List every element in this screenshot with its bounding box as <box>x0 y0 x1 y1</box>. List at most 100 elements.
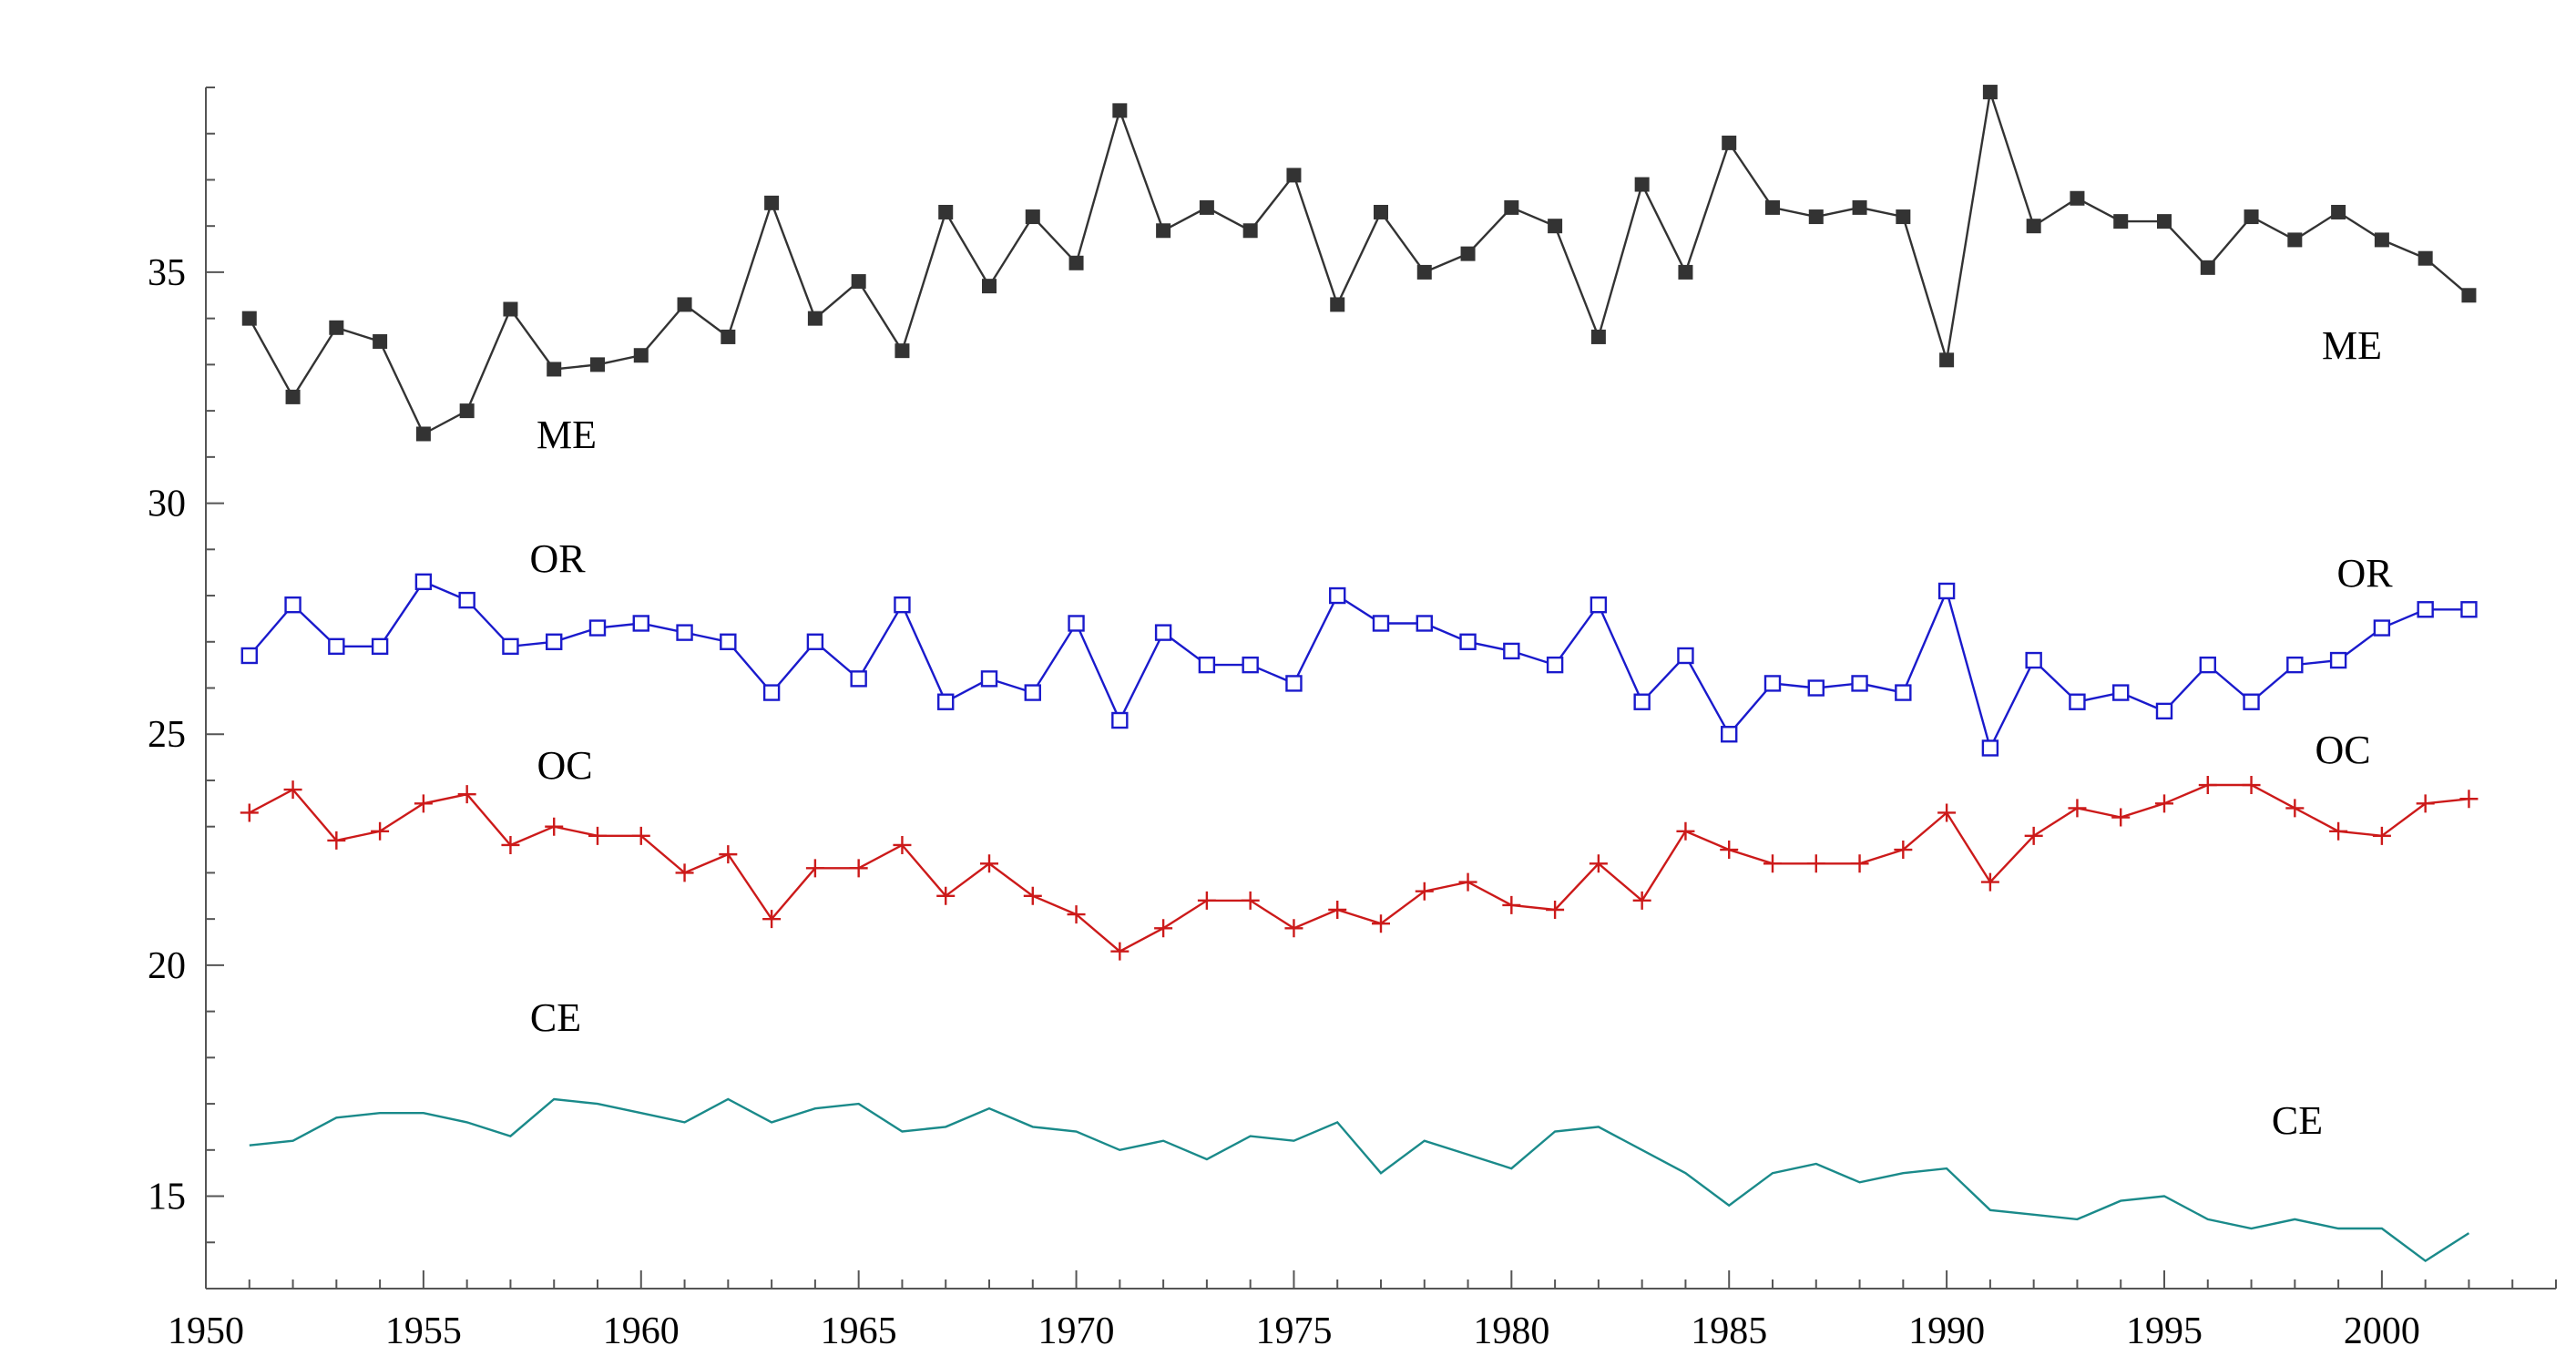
data-point <box>1937 803 1957 822</box>
data-point <box>1765 199 1780 215</box>
data-point <box>1981 739 1999 757</box>
data-point <box>2331 204 2346 219</box>
data-point <box>2373 619 2391 637</box>
data-point <box>719 845 738 864</box>
data-point <box>1068 255 1084 270</box>
data-point <box>1415 882 1434 901</box>
series-label-oc: OC <box>2315 728 2370 772</box>
data-point <box>1763 854 1782 873</box>
data-point <box>2200 260 2215 275</box>
data-point <box>1807 679 1825 697</box>
series-label-ce: CE <box>2272 1098 2323 1143</box>
data-point <box>1154 624 1172 641</box>
data-point <box>1589 854 1608 873</box>
data-point <box>240 803 259 822</box>
data-point <box>632 615 649 632</box>
data-point <box>1285 675 1303 692</box>
data-point <box>501 835 520 854</box>
data-point <box>805 859 824 878</box>
data-point <box>373 334 388 350</box>
data-point <box>937 693 955 710</box>
data-point <box>850 670 867 688</box>
data-point <box>1111 711 1129 729</box>
data-point <box>502 637 519 656</box>
data-point <box>1634 177 1650 192</box>
x-tick-label: 1975 <box>1255 1310 1332 1352</box>
data-point <box>1329 586 1346 605</box>
data-point <box>1503 642 1520 660</box>
x-tick-label: 2000 <box>2344 1310 2420 1352</box>
y-tick-label: 20 <box>148 945 186 987</box>
data-point <box>1372 914 1390 933</box>
data-point <box>2026 219 2041 234</box>
data-point <box>1632 891 1651 910</box>
x-tick-label: 1970 <box>1038 1310 1115 1352</box>
data-point <box>762 910 782 929</box>
data-point <box>893 835 912 854</box>
data-point <box>414 794 433 813</box>
data-point <box>458 591 475 609</box>
data-point <box>1677 647 1694 665</box>
data-point <box>2461 288 2477 303</box>
data-point <box>284 596 302 614</box>
data-point <box>633 348 649 363</box>
data-point <box>2242 776 2261 795</box>
data-point <box>285 389 301 404</box>
y-tick-label: 25 <box>148 714 186 756</box>
data-point <box>2113 214 2129 229</box>
series-label-or: OR <box>2336 551 2393 596</box>
data-point <box>1328 901 1347 920</box>
series-or <box>240 573 2478 757</box>
data-point <box>1286 168 1302 183</box>
series-line-me <box>248 91 2470 436</box>
data-point <box>936 886 956 905</box>
data-point <box>2070 190 2085 206</box>
data-point <box>2244 209 2259 225</box>
data-point <box>1025 209 1040 225</box>
data-point <box>2329 651 2347 669</box>
chart-axes: 15 20 25 30 35 1950 1955 1960 1965 1970 1975 1980 19… <box>148 87 2557 1352</box>
x-tick-label: 1955 <box>385 1310 462 1352</box>
y-tick-label: 15 <box>148 1177 186 1218</box>
series-ce <box>249 1097 2470 1263</box>
data-point <box>2329 821 2348 841</box>
data-point <box>1242 223 1258 239</box>
data-point <box>588 619 607 637</box>
series-label-ce: CE <box>530 995 581 1040</box>
data-point <box>546 633 563 650</box>
data-point <box>588 826 607 845</box>
series-label-oc: OC <box>537 743 592 788</box>
data-point <box>806 633 824 650</box>
data-point <box>1548 219 1563 234</box>
data-point <box>1156 223 1171 239</box>
x-tick-label: 1965 <box>821 1310 897 1352</box>
data-point <box>545 817 564 836</box>
series-line-or <box>248 580 2469 751</box>
data-point <box>764 195 780 210</box>
data-point <box>1067 905 1086 924</box>
data-point <box>1808 209 1824 225</box>
data-point <box>1937 582 1956 600</box>
data-point <box>2286 656 2304 674</box>
data-point <box>457 785 476 804</box>
data-point <box>1722 135 1737 150</box>
y-tick-label: 30 <box>148 484 186 525</box>
data-point <box>938 204 954 219</box>
data-point <box>1502 895 1521 914</box>
series-line-ce <box>249 1097 2470 1263</box>
data-point <box>1458 872 1477 892</box>
data-point <box>2155 702 2173 720</box>
data-point <box>1939 352 1955 368</box>
data-point <box>675 863 694 882</box>
data-point <box>807 311 823 326</box>
data-point <box>1372 615 1390 632</box>
data-point <box>676 624 693 641</box>
data-point <box>1590 329 1606 344</box>
data-point <box>677 297 692 312</box>
data-point <box>851 274 866 290</box>
data-point <box>2372 826 2391 845</box>
data-point <box>2285 799 2305 818</box>
data-point <box>1806 854 1825 873</box>
data-point <box>371 821 390 841</box>
